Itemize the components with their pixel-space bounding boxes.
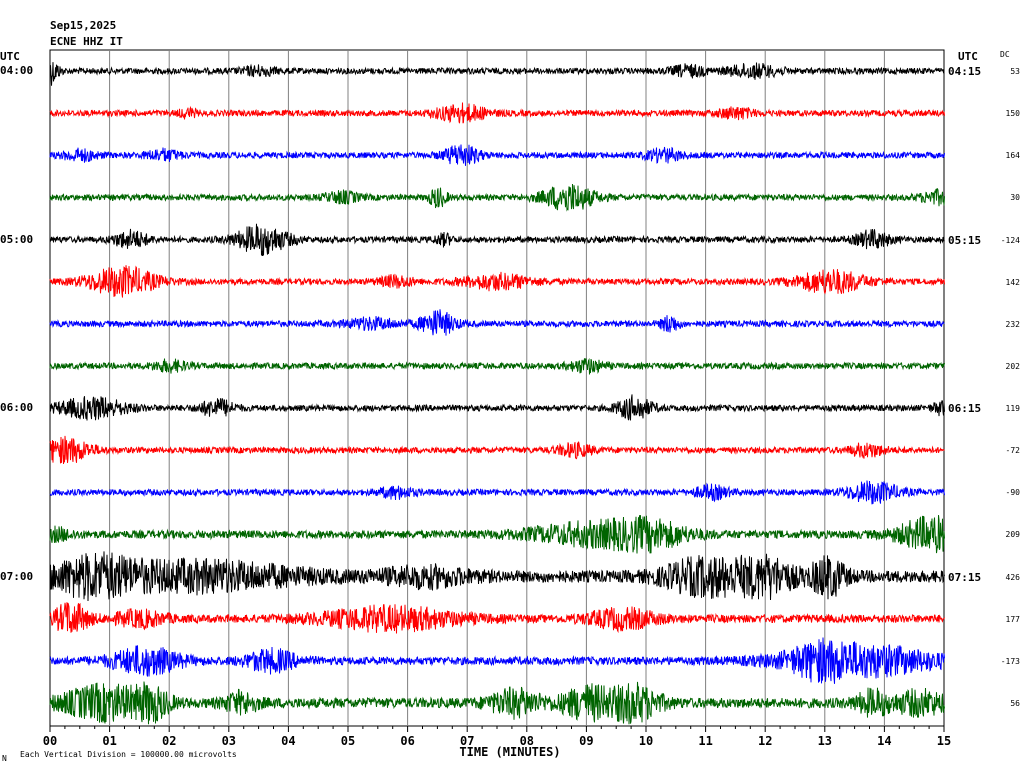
dc-value-label: 119 — [1005, 404, 1020, 414]
trace-green — [49, 681, 945, 725]
x-tick-label: 01 — [102, 734, 116, 748]
x-tick-label: 07 — [460, 734, 474, 748]
scale-note: Each Vertical Division = 100000.00 micro… — [20, 750, 237, 759]
dc-value-label: -72 — [1005, 446, 1020, 456]
left-time-label: 06:00 — [0, 401, 34, 415]
x-tick-label: 08 — [520, 734, 534, 748]
trace-black — [49, 62, 945, 86]
trace-blue — [49, 480, 945, 505]
dc-value-label: 150 — [1005, 109, 1020, 119]
dc-value-label: 56 — [1010, 698, 1020, 708]
right-time-label: 05:15 — [948, 233, 982, 247]
dc-value-label: -90 — [1005, 488, 1020, 498]
dc-value-label: 164 — [1005, 151, 1020, 161]
x-tick-label: 00 — [43, 734, 57, 748]
dc-value-label: 53 — [1010, 67, 1020, 76]
x-tick-label: 13 — [818, 734, 832, 748]
utc-left-label: UTC — [0, 50, 20, 63]
x-tick-label: 10 — [639, 734, 653, 748]
right-time-label: 06:15 — [948, 402, 982, 416]
trace-black — [49, 394, 945, 421]
trace-blue — [49, 309, 945, 336]
dc-value-label: 426 — [1005, 572, 1020, 582]
utc-right-label: UTC — [958, 50, 978, 63]
station-label: ECNE HHZ IT — [50, 35, 123, 48]
trace-blue — [49, 144, 945, 166]
x-tick-label: 02 — [162, 734, 176, 748]
x-tick-label: 15 — [937, 734, 951, 748]
x-tick-label: 09 — [579, 734, 593, 748]
dc-value-label: 202 — [1005, 361, 1020, 371]
trace-red — [49, 265, 945, 298]
x-tick-label: 05 — [341, 734, 355, 748]
dc-value-label: -124 — [1000, 235, 1020, 245]
trace-red — [49, 602, 945, 634]
trace-red — [49, 435, 945, 465]
date-label: Sep15,2025 — [50, 19, 117, 32]
trace-red — [49, 102, 945, 124]
trace-black — [49, 551, 945, 602]
x-tick-label: 14 — [877, 734, 891, 748]
dc-header-label: DC — [1000, 50, 1010, 59]
left-time-label: 07:00 — [0, 569, 34, 583]
dc-value-label: 232 — [1005, 319, 1020, 329]
trace-black — [49, 223, 945, 257]
north-mark: N — [2, 754, 7, 763]
left-time-label: 05:00 — [0, 232, 34, 246]
trace-green — [49, 357, 945, 375]
left-time-label: 04:00 — [0, 64, 34, 77]
dc-value-label: 177 — [1005, 614, 1020, 624]
right-time-label: 04:15 — [948, 65, 982, 78]
dc-value-label: 142 — [1005, 277, 1020, 287]
x-tick-label: 03 — [222, 734, 236, 748]
trace-blue — [49, 637, 945, 684]
x-tick-label: 04 — [281, 734, 295, 748]
dc-value-label: 209 — [1005, 530, 1020, 540]
x-tick-label: 06 — [400, 734, 414, 748]
x-axis-label: TIME (MINUTES) — [459, 745, 560, 759]
x-tick-label: 12 — [758, 734, 772, 748]
x-tick-label: 11 — [698, 734, 712, 748]
dc-value-label: -173 — [1000, 656, 1020, 666]
dc-value-label: 30 — [1010, 193, 1020, 203]
trace-green — [49, 183, 945, 212]
trace-green — [49, 515, 945, 554]
right-time-label: 07:15 — [948, 570, 982, 584]
